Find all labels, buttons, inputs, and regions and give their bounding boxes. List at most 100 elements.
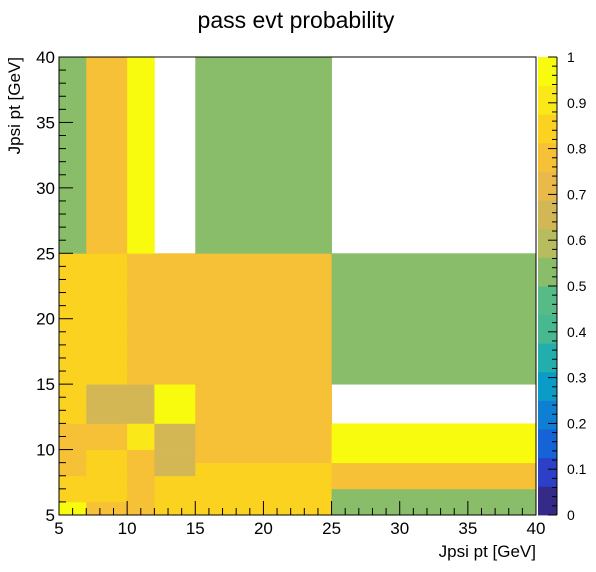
color-scale-band — [538, 314, 557, 344]
x-tick-label: 5 — [54, 519, 63, 538]
color-scale-band — [538, 114, 557, 144]
heatmap-cell — [59, 397, 87, 411]
heatmap-cell — [59, 449, 87, 464]
heatmap-cell — [195, 449, 332, 464]
heatmap-cell — [154, 462, 196, 477]
heatmap-cell — [59, 357, 87, 372]
heatmap-cell — [195, 292, 332, 307]
color-scale-band — [538, 257, 557, 287]
heatmap-cell — [154, 318, 196, 333]
y-tick-label: 20 — [36, 310, 55, 329]
heatmap-cell — [331, 279, 537, 293]
heatmap-cell — [59, 344, 87, 359]
heatmap-cell — [127, 397, 155, 411]
heatmap-cell — [86, 305, 128, 320]
heatmap-cell — [331, 462, 537, 477]
heatmap-cell — [154, 488, 196, 503]
x-axis-label: Jpsi pt [GeV] — [439, 542, 536, 561]
heatmap-cell — [59, 292, 87, 307]
color-scale-band — [538, 200, 557, 230]
heatmap-cell — [154, 292, 196, 307]
heatmap-cell — [86, 410, 128, 424]
z-tick-label: 0.3 — [567, 370, 587, 386]
heatmap-cell — [86, 292, 128, 307]
heatmap-cell — [127, 488, 155, 503]
heatmap-cell — [127, 305, 155, 320]
heatmap-cell — [86, 423, 128, 437]
heatmap-cell — [127, 292, 155, 307]
x-tick-label: 40 — [527, 519, 546, 538]
heatmap-cell — [59, 371, 87, 385]
y-tick-label: 5 — [46, 506, 55, 525]
heatmap-cell — [59, 331, 87, 346]
heatmap-cell — [195, 266, 332, 280]
heatmap-cell — [127, 318, 155, 333]
color-scale-band — [538, 142, 557, 172]
heatmap-cell — [331, 331, 537, 346]
heatmap-cell — [154, 475, 196, 490]
heatmap-cell — [331, 501, 537, 516]
heatmap-cell — [127, 384, 155, 398]
color-scale-band — [538, 286, 557, 316]
heatmap-cell — [331, 253, 537, 267]
heatmap-cell — [59, 410, 87, 424]
heatmap-cell — [154, 305, 196, 320]
heatmap-cell — [195, 371, 332, 385]
heatmap-cell — [154, 371, 196, 385]
heatmap-cell — [86, 397, 128, 411]
heatmap-cell — [86, 253, 128, 267]
heatmap-cell — [154, 436, 196, 450]
heatmap-cell — [86, 344, 128, 359]
y-tick-label: 35 — [36, 113, 55, 132]
x-tick-label: 25 — [322, 519, 341, 538]
color-scale — [538, 57, 557, 516]
z-tick-label: 0.9 — [567, 95, 587, 111]
heatmap-cell — [195, 57, 332, 254]
heatmap-cell — [86, 462, 128, 477]
heatmap-cell — [195, 475, 332, 490]
heatmap-cell — [59, 423, 87, 437]
heatmap-cell — [59, 475, 87, 490]
color-scale-band — [538, 457, 557, 487]
z-tick-label: 0.1 — [567, 461, 587, 477]
heatmap-cell — [59, 57, 87, 254]
x-axis: 5 10 15 20 25 30 35 40 — [54, 501, 545, 538]
heatmap-cell — [154, 331, 196, 346]
x-tick-label: 15 — [186, 519, 205, 538]
heatmap-cell — [331, 357, 537, 372]
color-scale-band — [538, 171, 557, 201]
heatmap-cell — [127, 449, 155, 464]
heatmap-cell — [86, 436, 128, 450]
x-tick-label: 20 — [254, 519, 273, 538]
heatmap-cell — [195, 397, 332, 411]
color-scale-band — [538, 400, 557, 430]
heatmap-cell — [331, 423, 537, 437]
heatmap-cell — [331, 475, 537, 490]
heatmap-cell — [331, 371, 537, 385]
plot-frame — [58, 56, 537, 516]
heatmap-cell — [59, 266, 87, 280]
heatmap-cell — [86, 475, 128, 490]
heatmap-cell — [59, 384, 87, 398]
heatmap-cell — [154, 357, 196, 372]
heatmap-cell — [59, 253, 87, 267]
heatmap-cell — [86, 371, 128, 385]
y-axis: 5 10 15 20 25 30 35 40 — [36, 48, 73, 525]
x-tick-label: 35 — [458, 519, 477, 538]
heatmap-cell — [86, 279, 128, 293]
color-scale-band — [538, 343, 557, 373]
z-tick-label: 0 — [567, 507, 575, 523]
heatmap-cell — [59, 279, 87, 293]
heatmap-cell — [154, 384, 196, 398]
heatmap-cell — [59, 436, 87, 450]
heatmap-cells — [59, 57, 537, 516]
z-tick-label: 0.7 — [567, 186, 587, 202]
heatmap-cell — [86, 384, 128, 398]
heatmap-cell — [154, 344, 196, 359]
heatmap-cell — [154, 501, 196, 516]
heatmap-cell — [127, 462, 155, 477]
heatmap-cell — [195, 318, 332, 333]
heatmap-cell — [127, 357, 155, 372]
x-tick-label: 10 — [118, 519, 137, 538]
color-scale-band — [538, 429, 557, 459]
